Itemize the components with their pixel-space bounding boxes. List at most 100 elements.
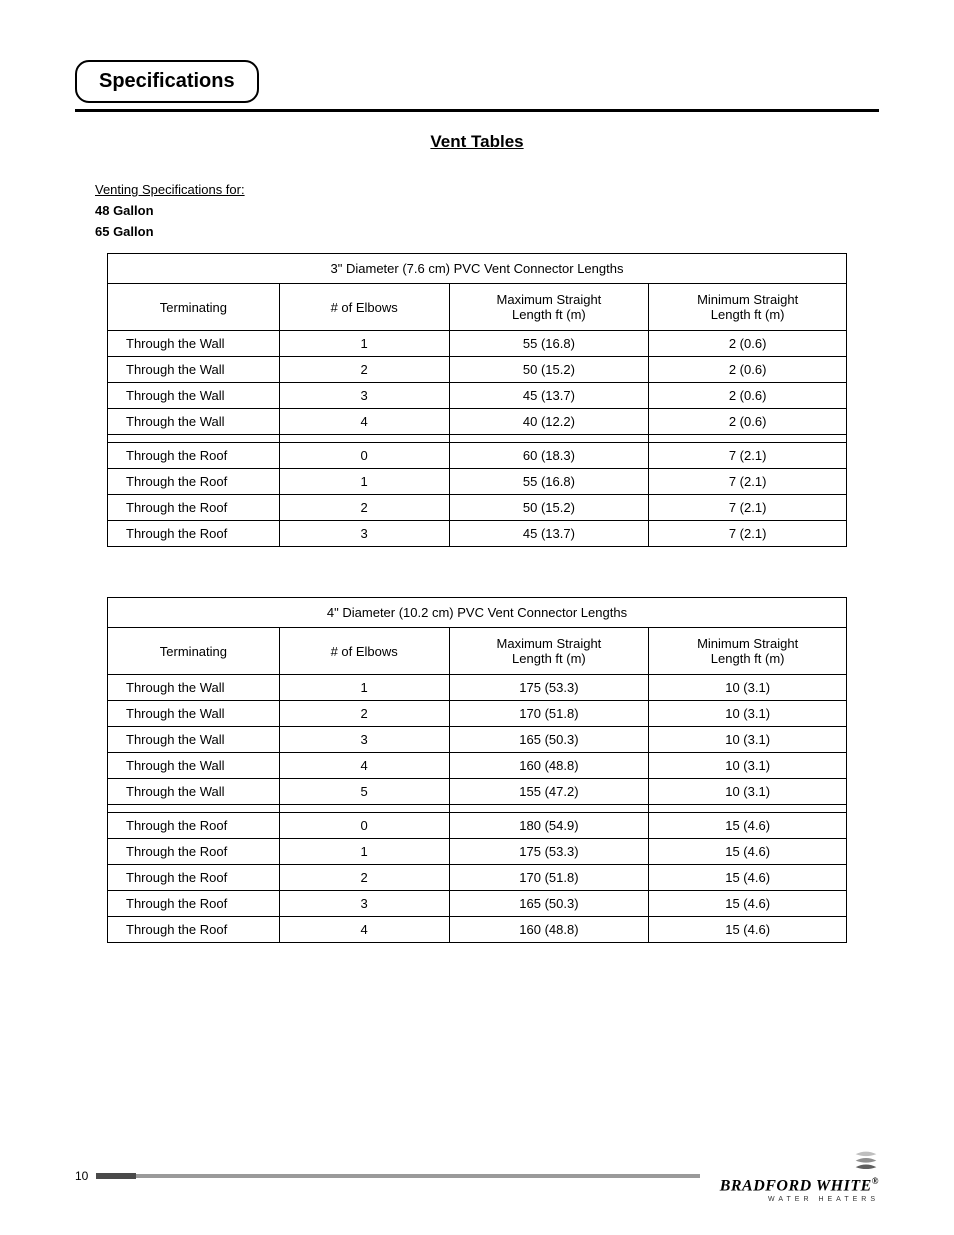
table-row: Through the Roof345 (13.7)7 (2.1) [108,521,847,547]
table-row: Through the Roof155 (16.8)7 (2.1) [108,469,847,495]
table-cell: 55 (16.8) [449,469,649,495]
table-cell: 50 (15.2) [449,495,649,521]
table-cell: 15 (4.6) [649,891,847,917]
table-cell: 170 (51.8) [449,701,649,727]
page-footer: 10 BRADFORD WHITE® WATER HEATERS [75,1149,879,1203]
brand-subtitle: WATER HEATERS [720,1196,879,1203]
table-cell: 10 (3.1) [649,675,847,701]
table-cell: 45 (13.7) [449,383,649,409]
table-row: Through the Wall440 (12.2)2 (0.6) [108,409,847,435]
vent-table: 3" Diameter (7.6 cm) PVC Vent Connector … [107,253,847,547]
table-cell: 2 (0.6) [649,409,847,435]
table-cell: 165 (50.3) [449,727,649,753]
table-cell: Through the Wall [108,331,280,357]
table-cell: Through the Roof [108,521,280,547]
table-cell: 60 (18.3) [449,443,649,469]
table-cell: 15 (4.6) [649,839,847,865]
table-cell: 3 [279,383,449,409]
table-row: Through the Wall3165 (50.3)10 (3.1) [108,727,847,753]
table-title: 4" Diameter (10.2 cm) PVC Vent Connector… [108,598,847,628]
table-cell: 7 (2.1) [649,443,847,469]
table-cell: 10 (3.1) [649,727,847,753]
table-row: Through the Roof3165 (50.3)15 (4.6) [108,891,847,917]
column-header: Terminating [108,628,280,675]
table-cell: 3 [279,727,449,753]
table-cell: 160 (48.8) [449,917,649,943]
table-cell: 1 [279,675,449,701]
table-cell: Through the Wall [108,727,280,753]
page-title: Vent Tables [75,132,879,152]
table-cell: 175 (53.3) [449,839,649,865]
column-header: Terminating [108,284,280,331]
brand-flame-icon [853,1149,879,1171]
table-cell: 155 (47.2) [449,779,649,805]
table-row: Through the Wall5155 (47.2)10 (3.1) [108,779,847,805]
table-cell: 3 [279,521,449,547]
group-separator [108,435,847,443]
table-cell: 15 (4.6) [649,865,847,891]
table-cell: 10 (3.1) [649,753,847,779]
table-cell: Through the Roof [108,469,280,495]
column-header: Minimum StraightLength ft (m) [649,284,847,331]
section-rule [75,109,879,112]
table-cell: Through the Wall [108,383,280,409]
table-cell: Through the Roof [108,813,280,839]
table-row: Through the Wall155 (16.8)2 (0.6) [108,331,847,357]
table-cell: Through the Wall [108,357,280,383]
column-header: # of Elbows [279,284,449,331]
table-cell: 7 (2.1) [649,521,847,547]
table-cell: 0 [279,443,449,469]
table-cell: 2 [279,357,449,383]
table-cell: 50 (15.2) [449,357,649,383]
brand-block: BRADFORD WHITE® WATER HEATERS [720,1149,879,1203]
table-cell: 7 (2.1) [649,495,847,521]
table-cell: 180 (54.9) [449,813,649,839]
table-cell: 1 [279,469,449,495]
table-row: Through the Roof250 (15.2)7 (2.1) [108,495,847,521]
table-row: Through the Wall4160 (48.8)10 (3.1) [108,753,847,779]
table-cell: Through the Wall [108,701,280,727]
table-cell: Through the Roof [108,917,280,943]
table-row: Through the Roof060 (18.3)7 (2.1) [108,443,847,469]
table-cell: 2 [279,701,449,727]
column-header: Minimum StraightLength ft (m) [649,628,847,675]
table-cell: 4 [279,409,449,435]
table-cell: Through the Roof [108,495,280,521]
page-number: 10 [75,1169,88,1183]
table-cell: Through the Roof [108,443,280,469]
table-cell: 2 (0.6) [649,383,847,409]
table-cell: Through the Wall [108,753,280,779]
group-separator [108,805,847,813]
table-cell: Through the Wall [108,675,280,701]
table-cell: 15 (4.6) [649,813,847,839]
table-row: Through the Wall345 (13.7)2 (0.6) [108,383,847,409]
table-row: Through the Roof2170 (51.8)15 (4.6) [108,865,847,891]
size-line: 65 Gallon [95,224,879,239]
table-cell: 165 (50.3) [449,891,649,917]
table-cell: 2 (0.6) [649,357,847,383]
table-row: Through the Roof1175 (53.3)15 (4.6) [108,839,847,865]
table-row: Through the Roof0180 (54.9)15 (4.6) [108,813,847,839]
table-cell: 2 [279,865,449,891]
column-header: Maximum StraightLength ft (m) [449,284,649,331]
table-cell: Through the Wall [108,409,280,435]
table-cell: Through the Roof [108,865,280,891]
table-cell: 160 (48.8) [449,753,649,779]
table-cell: 40 (12.2) [449,409,649,435]
table-cell: 45 (13.7) [449,521,649,547]
column-header: Maximum StraightLength ft (m) [449,628,649,675]
section-tab: Specifications [75,60,259,103]
table-cell: 15 (4.6) [649,917,847,943]
table-cell: 10 (3.1) [649,779,847,805]
intro-line: Venting Specifications for: [95,182,879,197]
table-cell: 175 (53.3) [449,675,649,701]
table-row: Through the Wall1175 (53.3)10 (3.1) [108,675,847,701]
table-cell: 3 [279,891,449,917]
table-cell: 170 (51.8) [449,865,649,891]
footer-rule [96,1174,699,1178]
vent-table: 4" Diameter (10.2 cm) PVC Vent Connector… [107,597,847,943]
table-cell: 2 (0.6) [649,331,847,357]
table-cell: 10 (3.1) [649,701,847,727]
size-line: 48 Gallon [95,203,879,218]
table-cell: Through the Roof [108,839,280,865]
